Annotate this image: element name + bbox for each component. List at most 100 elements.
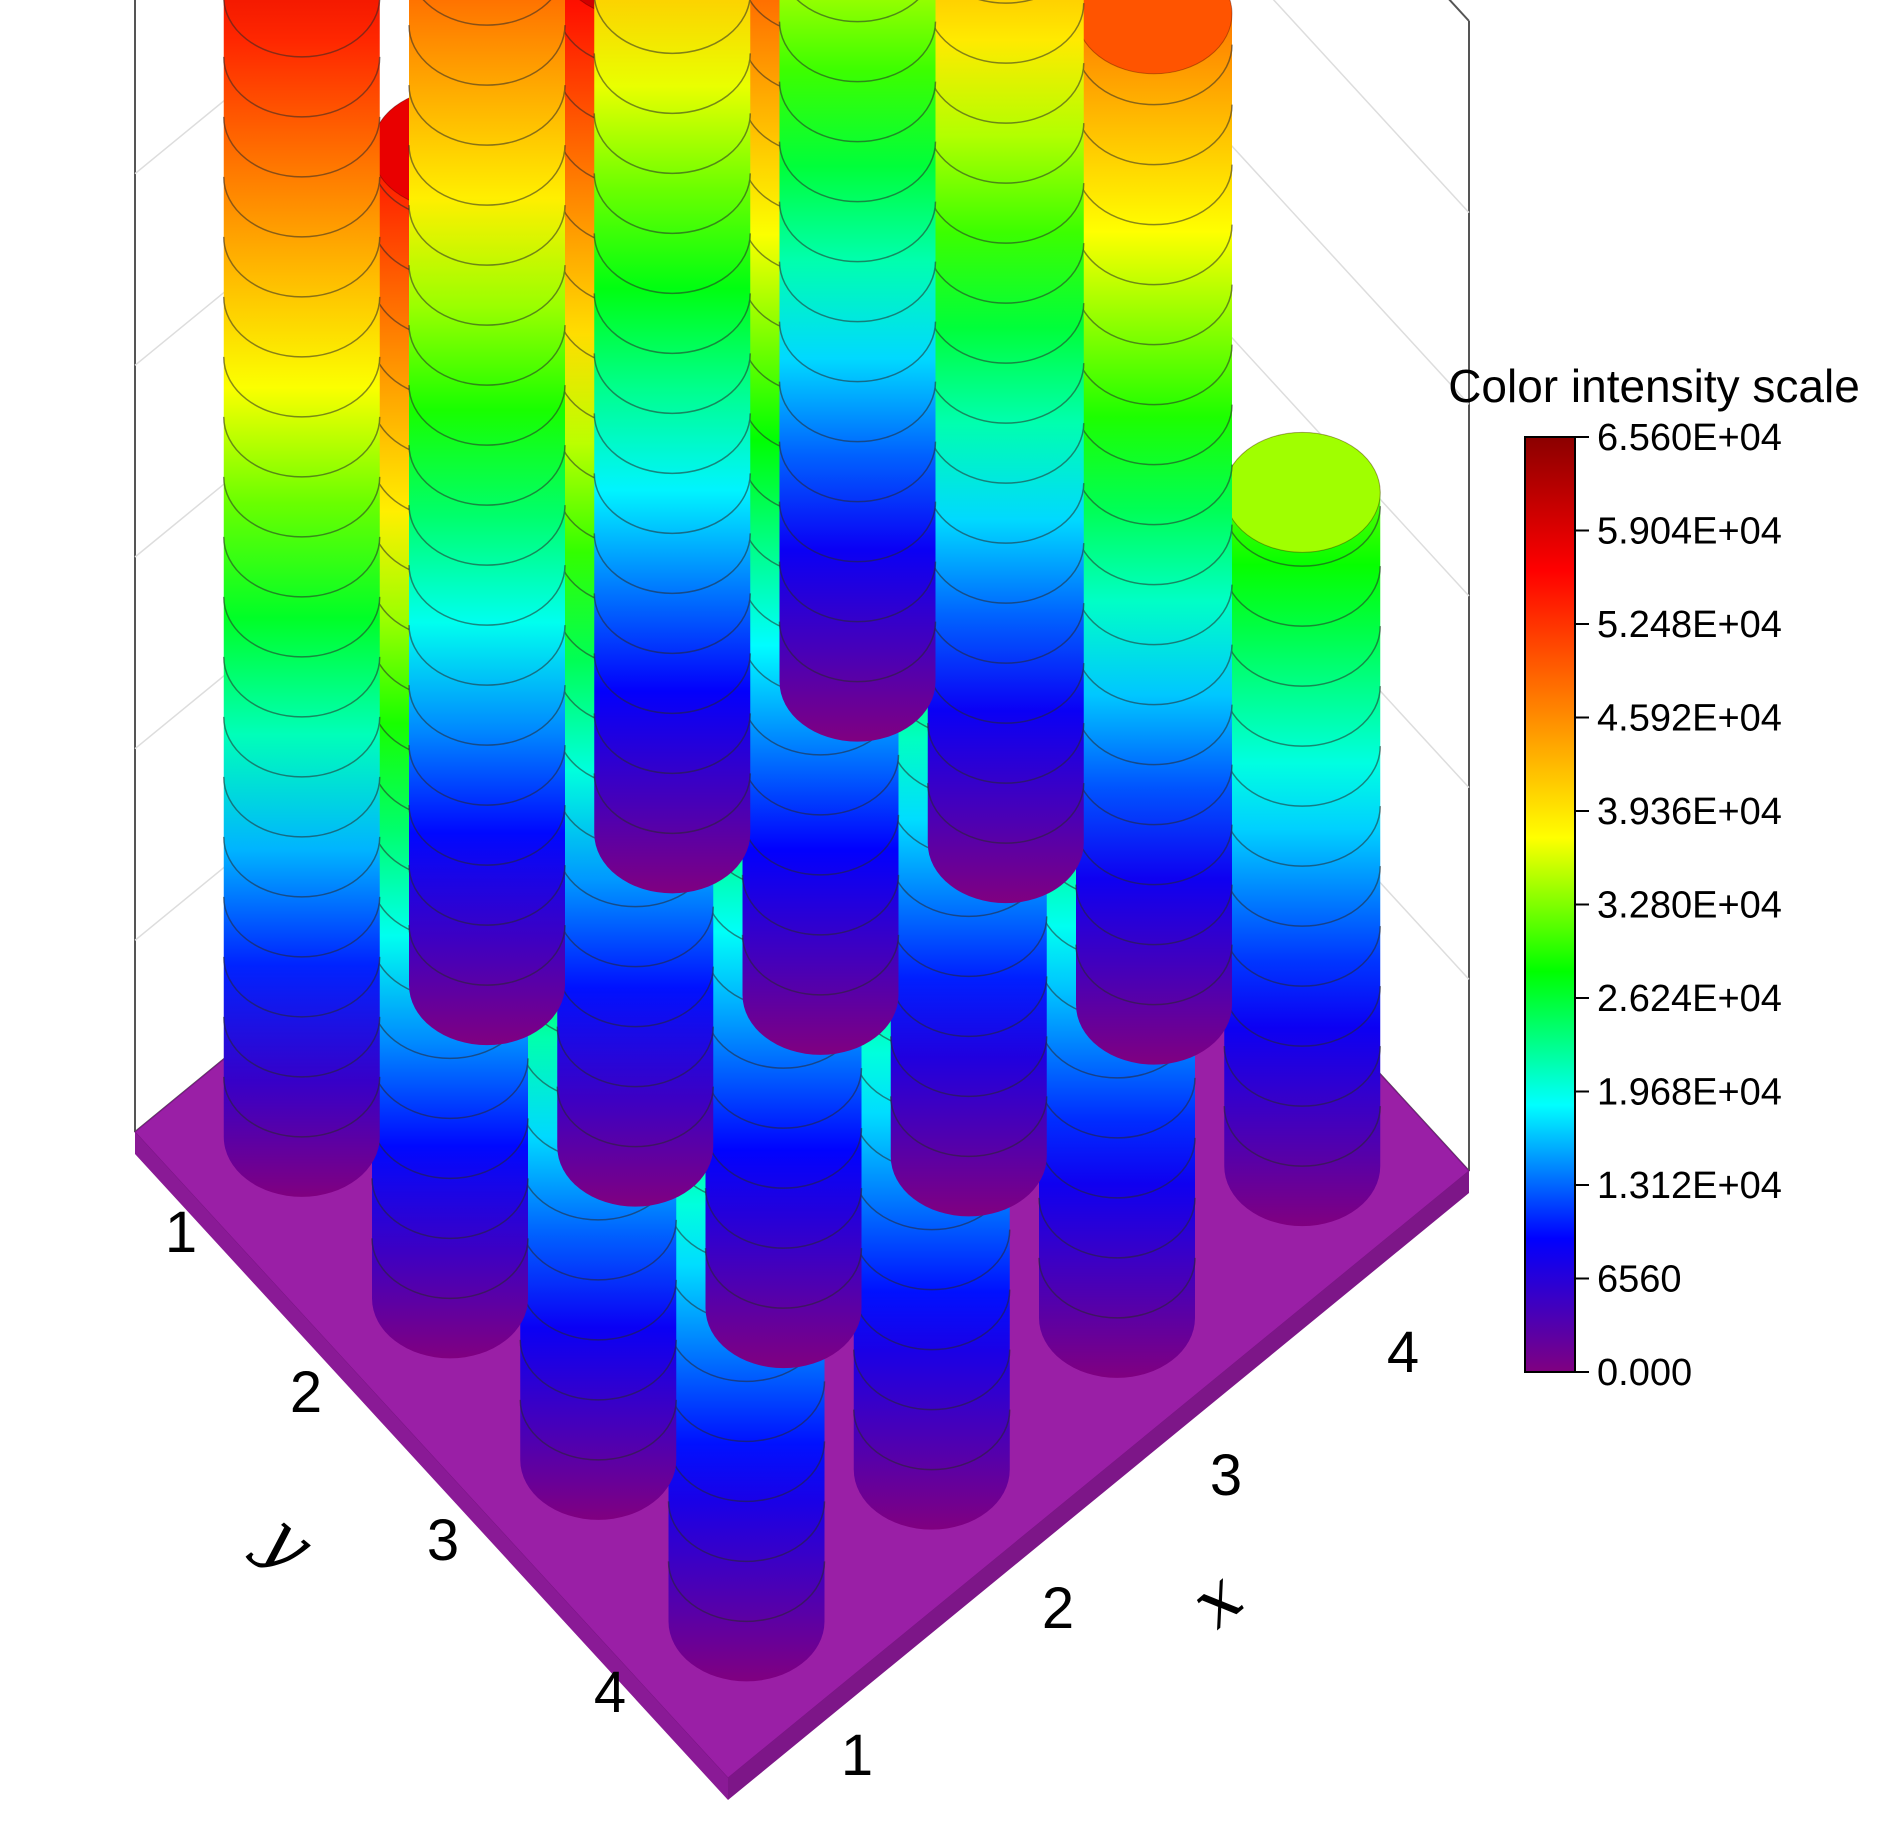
contour-line — [223, 56, 381, 118]
contour-line — [408, 505, 566, 566]
contour-line — [556, 1026, 714, 1088]
contour-line — [778, 321, 937, 383]
contour-line — [927, 3, 1085, 64]
contour-line — [1075, 284, 1233, 346]
contour-line — [1075, 464, 1233, 526]
contour-line — [927, 243, 1085, 304]
contour-line — [371, 1118, 529, 1180]
contour-line — [1075, 944, 1233, 1006]
contour-line — [704, 1248, 863, 1309]
contour-line — [519, 1219, 677, 1281]
contour-line — [927, 423, 1085, 484]
contour-line — [408, 745, 566, 806]
contour-line — [667, 1381, 826, 1443]
contour-line — [1223, 686, 1381, 747]
contour-line — [741, 874, 900, 936]
contour-line — [667, 1561, 826, 1623]
intensity-column — [594, 0, 751, 894]
contour-line — [1075, 584, 1233, 646]
intensity-column — [927, 0, 1084, 904]
contour-line — [593, 413, 751, 475]
contour-line — [593, 473, 751, 535]
contour-line — [223, 836, 381, 898]
contour-line — [408, 265, 566, 326]
contour-line — [778, 561, 937, 623]
contour-line — [1075, 884, 1233, 946]
contour-line — [778, 21, 937, 83]
contour-line — [890, 1036, 1048, 1098]
contour-line — [223, 656, 381, 718]
contour-line — [408, 685, 566, 746]
contour-line — [223, 0, 381, 58]
contour-line — [223, 716, 381, 778]
contour-line — [1038, 1077, 1196, 1139]
contour-line — [408, 85, 566, 146]
contour-line — [927, 543, 1085, 604]
x-tick-label: 3 — [1210, 1443, 1242, 1508]
colorbar-tick-label: 1.312E+04 — [1597, 1165, 1782, 1207]
contour-line — [1038, 1257, 1196, 1319]
colorbar-tick-label: 5.904E+04 — [1597, 511, 1782, 553]
contour-line — [408, 925, 566, 986]
contour-line — [223, 476, 381, 538]
contour-line — [1075, 344, 1233, 406]
axes: 1 2 3 4 1 2 3 4 x y — [165, 1200, 1419, 1788]
contour-line — [593, 713, 751, 775]
colorbar-ramp — [1524, 436, 1576, 1373]
contour-line — [593, 233, 751, 295]
contour-line — [1075, 764, 1233, 826]
contour-line — [1223, 806, 1381, 867]
y-tick-label: 2 — [290, 1360, 322, 1425]
colorbar-tick-label: 4.592E+04 — [1597, 698, 1782, 740]
contour-line — [223, 236, 381, 298]
colorbar-ticks: 6.560E+04 5.904E+04 5.248E+04 4.592E+04 3.93… — [1575, 417, 1782, 1394]
contour-line — [519, 1399, 677, 1461]
colorbar-title: Color intensity scale — [1448, 360, 1860, 412]
contour-line — [593, 293, 751, 355]
contour-line — [594, 0, 751, 55]
contour-line — [1223, 626, 1381, 687]
x-axis-title: x — [1175, 1556, 1258, 1644]
contour-line — [593, 533, 751, 595]
contour-line — [593, 353, 751, 415]
colorbar-tick-label: 3.280E+04 — [1597, 885, 1782, 927]
contour-line — [927, 63, 1085, 124]
contour-line — [1075, 824, 1233, 886]
contour-line — [408, 805, 566, 866]
y-tick-label: 1 — [165, 1200, 197, 1265]
base-plate-side — [728, 1171, 1469, 1800]
contour-line — [519, 1339, 677, 1401]
contour-line — [927, 183, 1085, 244]
x-tick-label: 4 — [1387, 1320, 1419, 1385]
contour-line — [223, 176, 381, 238]
contour-line — [223, 896, 381, 958]
contour-line — [1075, 224, 1233, 286]
contour-line — [593, 113, 751, 175]
contour-line — [778, 141, 937, 203]
contour-line — [593, 53, 751, 115]
contour-line — [593, 653, 751, 715]
contour-line — [890, 1096, 1048, 1158]
contour-line — [778, 441, 937, 503]
contour-line — [1038, 1137, 1196, 1199]
contour-line — [408, 145, 566, 206]
colorbar-tick-label: 5.248E+04 — [1597, 604, 1782, 646]
contour-line — [223, 296, 381, 358]
contour-line — [422, 0, 552, 26]
contour-line — [408, 565, 566, 626]
x-tick-label: 2 — [1042, 1576, 1074, 1641]
contour-line — [667, 1501, 826, 1563]
y-axis-ticks: 1 2 3 4 — [165, 1200, 626, 1725]
contour-line — [927, 663, 1085, 724]
contour-line — [1223, 986, 1381, 1047]
contour-line — [741, 814, 900, 876]
contour-line — [1075, 644, 1233, 706]
contour-line — [223, 1076, 381, 1138]
contour-line — [371, 1178, 529, 1240]
grid-line — [1272, 0, 1470, 214]
contour-line — [927, 723, 1085, 784]
intensity-column — [779, 0, 936, 742]
contour-line — [408, 205, 566, 266]
contour-line — [371, 1058, 529, 1120]
